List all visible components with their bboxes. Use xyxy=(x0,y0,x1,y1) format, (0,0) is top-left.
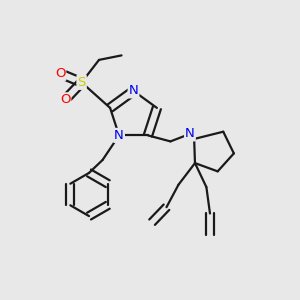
Text: O: O xyxy=(60,93,70,106)
Text: N: N xyxy=(185,128,195,140)
Text: S: S xyxy=(77,76,86,89)
Text: O: O xyxy=(55,67,65,80)
Text: N: N xyxy=(129,84,138,98)
Text: N: N xyxy=(114,129,124,142)
